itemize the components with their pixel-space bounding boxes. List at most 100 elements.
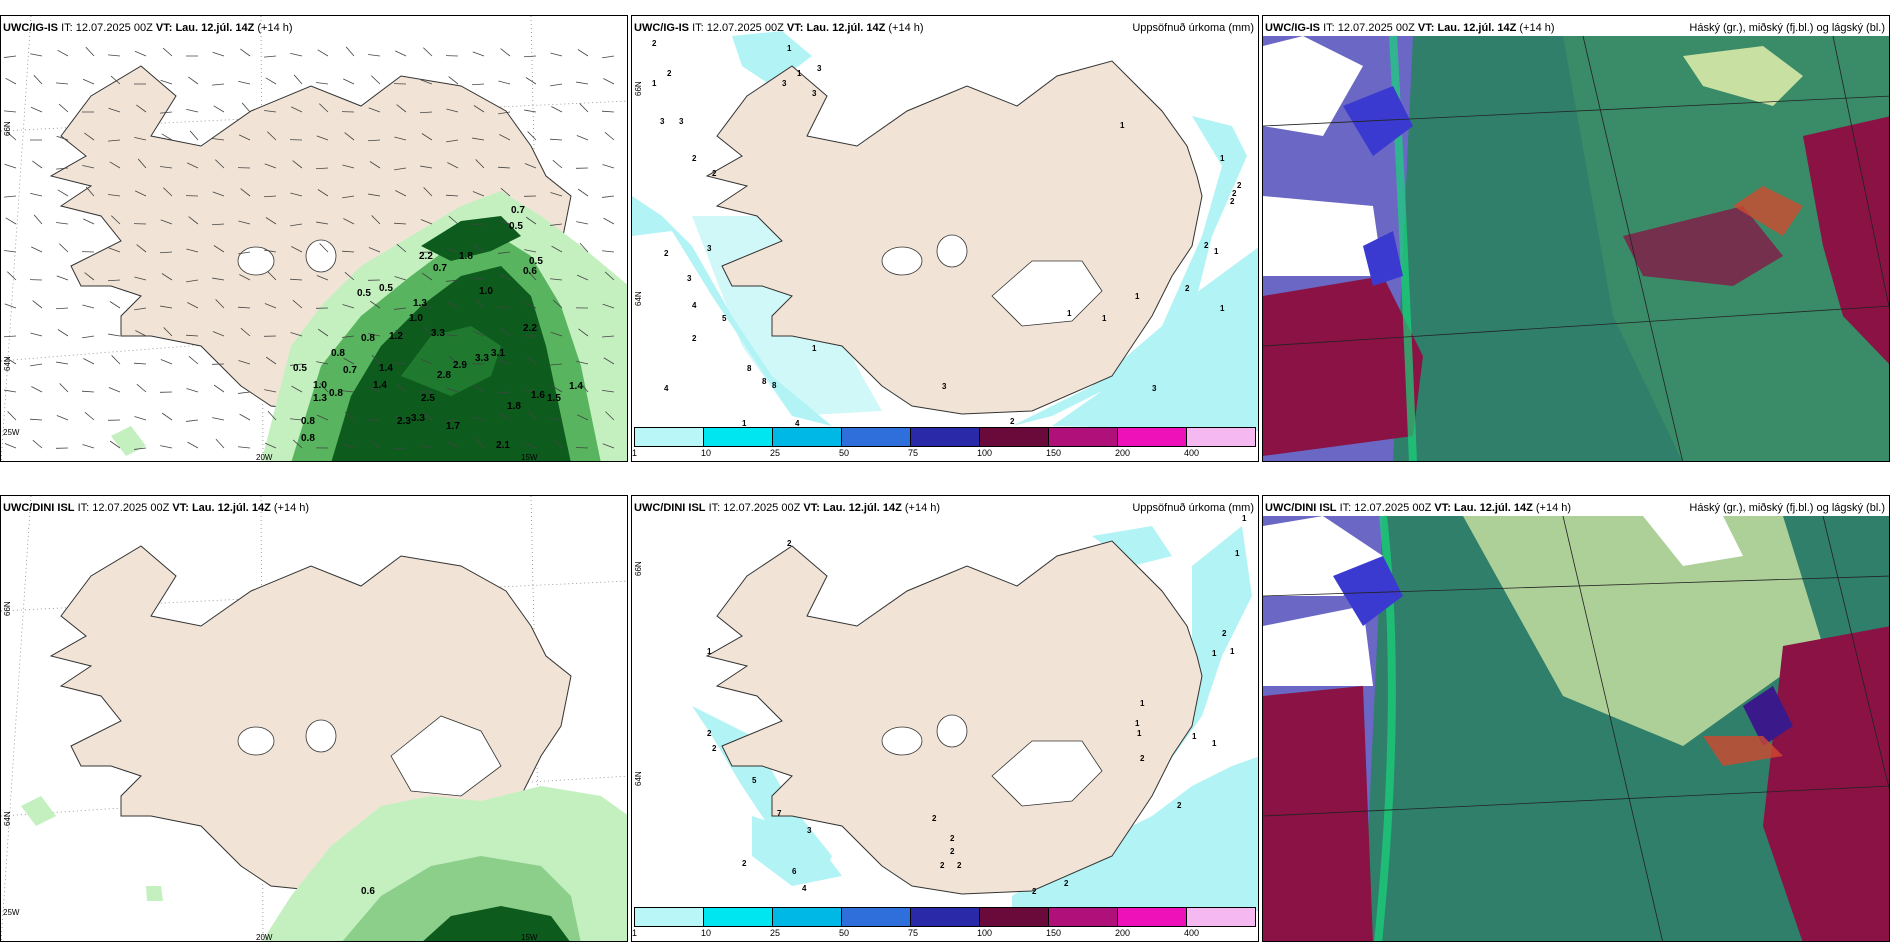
wind-barb (344, 411, 355, 421)
value-label: 1 (1212, 739, 1217, 748)
wind-barb (369, 161, 381, 169)
wind-barb (524, 302, 537, 309)
wind-barb (342, 78, 355, 85)
panel-header: UWC/DINI ISL IT: 12.07.2025 00Z VT: Lau.… (634, 502, 941, 514)
precip-map: 2 1 2 2 5 7 3 2 6 4 2 2 2 2 2 1 1 2 1 1 … (692, 514, 1258, 911)
wind-barb (472, 137, 485, 141)
value-label: 1.7 (446, 421, 460, 432)
wind-barb (602, 164, 615, 169)
wind-barb (4, 195, 17, 198)
colorbar-tick: 50 (839, 928, 850, 938)
latitude-label: 64N (3, 811, 12, 826)
wind-barb (239, 413, 251, 421)
latitude-label: 64N (3, 356, 12, 371)
colorbar-tick: 50 (839, 448, 850, 458)
value-label: 2.2 (419, 251, 433, 262)
wind-barb (161, 273, 173, 281)
wind-barb (134, 136, 147, 141)
wind-barb (30, 363, 43, 367)
colorbar-segment (1118, 908, 1187, 926)
value-label: 1.0 (313, 380, 327, 391)
longitude-label: 25W (3, 908, 20, 917)
value-label: 8 (747, 364, 752, 373)
value-label: 2 (692, 154, 697, 163)
wind-barb (136, 104, 147, 113)
value-label: 2 (1237, 181, 1242, 190)
wind-barb (602, 250, 615, 253)
wind-barb (422, 412, 433, 421)
wind-barb (446, 419, 459, 422)
wind-barb (238, 360, 251, 365)
wind-barb (395, 329, 407, 337)
wind-barb (446, 139, 459, 143)
wind-barb (212, 83, 225, 86)
wind-barb (394, 415, 407, 421)
wind-barb (498, 111, 511, 115)
latitude-label: 66N (3, 121, 12, 136)
wind-barb (215, 159, 225, 169)
wind-barb (421, 272, 433, 281)
wind-barb (212, 191, 225, 197)
wind-barb (292, 439, 303, 449)
wind-barb (498, 251, 511, 254)
value-label: 1.0 (479, 286, 493, 297)
value-label: 0.7 (343, 365, 357, 376)
wind-barb (108, 247, 121, 253)
value-label: 2 (652, 39, 657, 48)
wind-barb (316, 221, 329, 225)
precip-title: Uppsöfnuð úrkoma (mm) (1132, 22, 1254, 34)
cloud-map-panel-ig: UWC/IG-IS IT: 12.07.2025 00Z VT: Lau. 12… (1262, 15, 1890, 462)
wind-barb (475, 438, 485, 449)
colorbar-tick: 75 (908, 448, 919, 458)
colorbar-ticks: 1 10 25 50 75 100 150 200 400 (632, 448, 1256, 460)
wind-barb (291, 385, 303, 393)
wind-barb (420, 165, 433, 169)
value-label: 1 (1192, 732, 1197, 741)
wind-barb (316, 82, 329, 85)
wind-map-panel-dini: UWC/DINI ISL IT: 12.07.2025 00Z VT: Lau.… (0, 495, 628, 942)
wind-barb (292, 160, 303, 169)
wind-barb (579, 103, 589, 113)
wind-barb (551, 385, 563, 393)
value-label: 7 (777, 809, 782, 818)
cloud-map (1263, 35, 1889, 461)
value-label: 0.8 (361, 333, 375, 344)
wind-barb (394, 136, 407, 141)
colorbar-tick: 1 (632, 448, 638, 458)
wind-barb (447, 441, 459, 449)
wind-barb (107, 279, 121, 282)
value-label: 1 (1137, 729, 1142, 738)
wind-barb (238, 80, 251, 85)
value-label: 1.5 (547, 393, 561, 404)
wind-barb (602, 443, 615, 449)
wind-barb (82, 304, 95, 309)
wind-barb (111, 355, 121, 365)
wind-barb (420, 444, 433, 449)
wind-barb (317, 328, 329, 337)
wind-barb (576, 81, 589, 85)
wind-barb (524, 109, 537, 113)
colorbar-segment (635, 428, 704, 446)
value-label: 0.6 (361, 886, 375, 897)
wind-barb (421, 133, 433, 141)
wind-barb (370, 440, 381, 449)
wind-barb (420, 79, 433, 85)
wind-barb (264, 110, 277, 113)
value-label: 1 (1120, 121, 1125, 130)
wind-barb (240, 48, 251, 57)
wind-barb (108, 54, 121, 57)
wind-barb (84, 132, 95, 141)
wind-barb (160, 219, 173, 225)
wind-barb (56, 82, 69, 85)
value-label: 2.1 (496, 440, 510, 451)
wind-barb (420, 219, 433, 225)
value-label: 3 (807, 826, 812, 835)
wind-barb (240, 327, 251, 337)
value-label: 2 (1032, 887, 1037, 896)
value-label: 1.3 (313, 393, 327, 404)
latitude-label: 66N (634, 81, 643, 96)
value-label: 1 (1212, 649, 1217, 658)
wind-barb (448, 355, 459, 365)
cloud-title: Háský (gr.), miðský (fj.bl.) og lágský (… (1689, 22, 1885, 34)
wind-barb (32, 300, 43, 309)
